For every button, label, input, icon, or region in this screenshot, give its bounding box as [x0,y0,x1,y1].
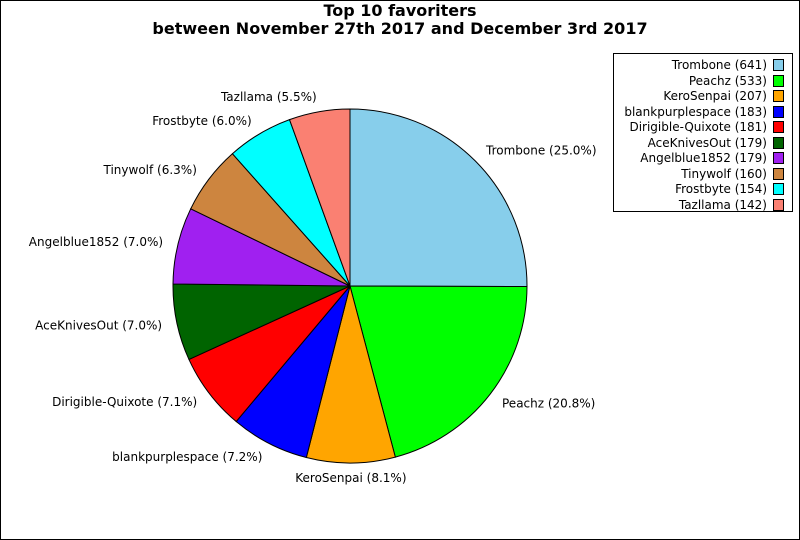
pie-slice-trombone [349,108,528,288]
legend-swatch [773,121,784,133]
legend-item: Trombone (641) [672,57,784,73]
legend-item: Tinywolf (160) [681,166,784,182]
legend-swatch [773,59,784,71]
legend-swatch [773,136,784,149]
slice-label-kerosenpai: KeroSenpai (8.1%) [295,471,406,485]
chart-title-block: Top 10 favoriters between November 27th … [0,2,800,38]
slice-label-trombone: Trombone (25.0%) [485,143,597,157]
pie-slice-peachz [349,285,528,458]
legend-label: KeroSenpai (207) [663,89,767,103]
legend-swatch [773,167,784,180]
legend: Trombone (641) Peachz (533) KeroSenpai (20… [613,53,793,212]
legend-label: Angelblue1852 (179) [640,151,767,165]
legend-label: Frostbyte (154) [675,182,767,196]
legend-item: Peachz (533) [689,73,784,89]
pie-labels: Trombone (25.0%) Peachz (20.8%) KeroSenpai… [29,90,597,485]
pie-slice-tazllama [288,108,351,287]
chart-title: Top 10 favoriters [323,1,477,20]
legend-item: KeroSenpai (207) [663,88,784,104]
slice-label-frostbyte: Frostbyte (6.0%) [152,114,251,128]
slice-label-angelblue1852: Angelblue1852 (7.0%) [29,235,163,249]
legend-label: Trombone (641) [671,58,767,72]
slice-label-blankpurplespace: blankpurplespace (7.2%) [112,450,262,464]
legend-label: blankpurplespace (183) [624,104,767,119]
legend-item: AceKnivesOut (179) [648,135,784,151]
slice-label-aceknivesout: AceKnivesOut (7.0%) [35,319,162,333]
legend-swatch [773,74,784,87]
legend-label: Dirigible-Quixote (181) [629,120,767,134]
legend-label: AceKnivesOut (179) [647,135,767,150]
legend-item: Frostbyte (154) [675,181,784,197]
legend-item: Tazllama (142) [679,197,784,213]
legend-label: Peachz (533) [688,73,767,88]
pie-slice-kerosenpai [305,284,396,464]
slice-label-dirigible-quixote: Dirigible-Quixote (7.1%) [52,395,197,409]
legend-swatch [773,90,784,102]
legend-label: Tazllama (142) [678,197,767,212]
pie-slices [172,108,528,464]
legend-label: Tinywolf (160) [681,166,767,181]
legend-item: blankpurplespace (183) [624,104,784,120]
legend-swatch [773,152,784,164]
chart-subtitle: between November 27th 2017 and December … [152,19,648,38]
legend-item: Angelblue1852 (179) [640,150,784,166]
legend-swatch [773,105,784,118]
slice-label-tazllama: Tazllama (5.5%) [220,90,317,104]
slice-label-tinywolf: Tinywolf (6.3%) [103,163,197,177]
legend-swatch [773,198,784,211]
legend-item: Dirigible-Quixote (181) [629,119,784,135]
slice-label-peachz: Peachz (20.8%) [502,396,595,410]
legend-swatch [773,183,784,195]
